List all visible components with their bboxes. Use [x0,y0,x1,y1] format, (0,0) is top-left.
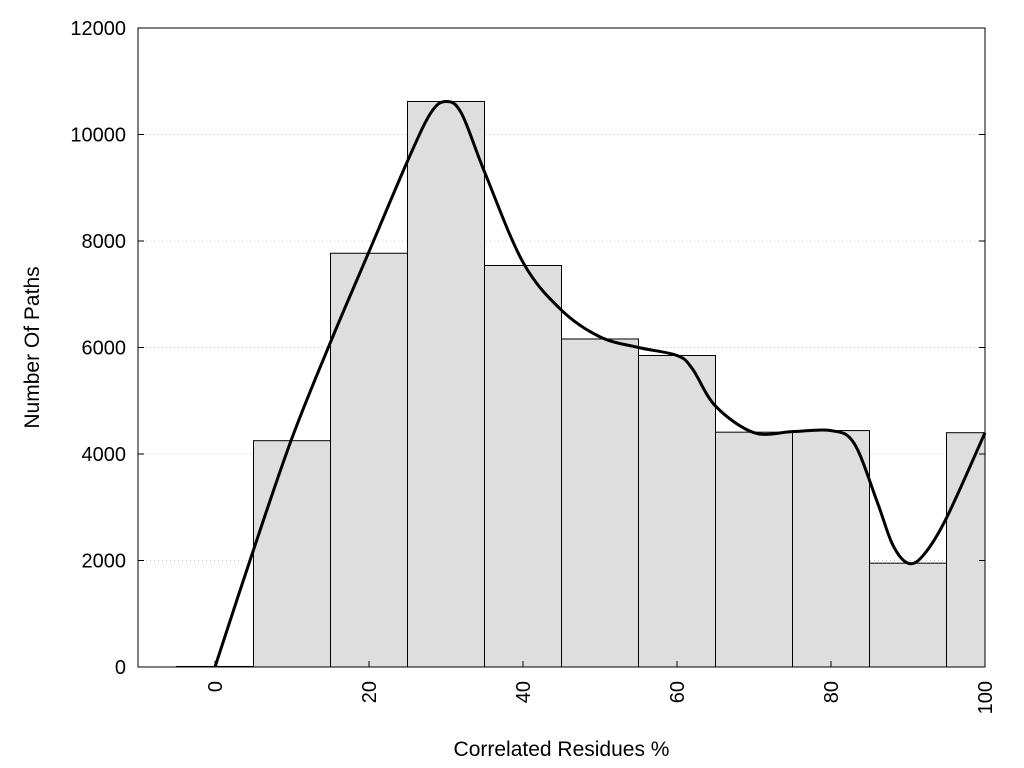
x-axis-ticks: 0 20 40 60 80 100 [205,661,997,714]
histogram-bar [484,264,562,668]
x-tick-label: 100 [975,681,997,714]
y-tick-label: 6000 [82,338,127,360]
trend-curve [213,99,987,668]
histogram-bar [946,432,986,668]
histogram-bar [869,562,947,668]
y-tick-label: 12000 [70,18,126,40]
y-tick-label: 4000 [82,444,127,466]
x-tick-label: 80 [821,681,843,703]
histogram-bar [715,431,793,668]
y-axis-ticks: 0 2000 4000 6000 8000 10000 12000 [70,18,985,679]
histogram-bar [792,430,870,668]
x-axis-title: Correlated Residues % [454,738,670,761]
histogram-bar [253,440,331,668]
histogram-bar [638,354,716,668]
y-tick-label: 10000 [70,125,126,147]
y-tick-label: 8000 [82,231,127,253]
y-tick-label: 2000 [82,551,127,573]
histogram-bar [407,100,485,668]
histogram-bar [561,338,639,668]
y-axis-title: Number Of Paths [21,266,44,428]
y-tick-label: 0 [115,657,126,679]
x-tick-label: 40 [513,681,535,703]
x-tick-label: 20 [359,681,381,703]
x-tick-label: 60 [667,681,689,703]
trend-line [213,99,987,668]
bars [176,100,986,668]
x-tick-label: 0 [205,681,227,692]
